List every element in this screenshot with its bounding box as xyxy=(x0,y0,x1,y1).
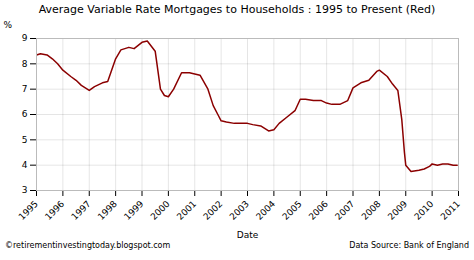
svg-text:2002: 2002 xyxy=(201,199,224,222)
svg-text:1998: 1998 xyxy=(96,199,119,222)
svg-text:5: 5 xyxy=(22,135,28,145)
svg-text:6: 6 xyxy=(22,109,28,119)
html-text:Average Variable Rate Mortgage: Average Variable Rate Mortgages to House… xyxy=(38,3,436,16)
svg-text:3: 3 xyxy=(22,185,28,195)
svg-text:7: 7 xyxy=(22,84,28,94)
svg-text:2008: 2008 xyxy=(360,199,383,222)
svg-text:1995: 1995 xyxy=(17,199,40,222)
svg-text:2011: 2011 xyxy=(439,199,462,222)
html-text:©retirementinvestingtoday.blog: ©retirementinvestingtoday.blogspot.com xyxy=(5,241,171,250)
svg-text:2004: 2004 xyxy=(254,199,277,222)
svg-text:2006: 2006 xyxy=(307,199,330,222)
svg-text:2003: 2003 xyxy=(228,199,251,222)
svg-text:8: 8 xyxy=(22,59,28,69)
html-text:Data Source: Bank of England: Data Source: Bank of England xyxy=(349,241,469,250)
svg-text:2005: 2005 xyxy=(280,199,303,222)
svg-text:2000: 2000 xyxy=(149,199,172,222)
svg-text:1999: 1999 xyxy=(122,199,145,222)
svg-text:9: 9 xyxy=(22,33,28,43)
svg-text:2007: 2007 xyxy=(333,199,356,222)
svg-text:1996: 1996 xyxy=(43,199,66,222)
svg-text:2009: 2009 xyxy=(386,199,409,222)
svg-text:%: % xyxy=(4,20,13,30)
svg-text:2001: 2001 xyxy=(175,199,198,222)
svg-text:2010: 2010 xyxy=(412,199,435,222)
svg-text:Date: Date xyxy=(237,230,259,240)
svg-text:1997: 1997 xyxy=(69,199,92,222)
svg-text:4: 4 xyxy=(22,160,28,170)
